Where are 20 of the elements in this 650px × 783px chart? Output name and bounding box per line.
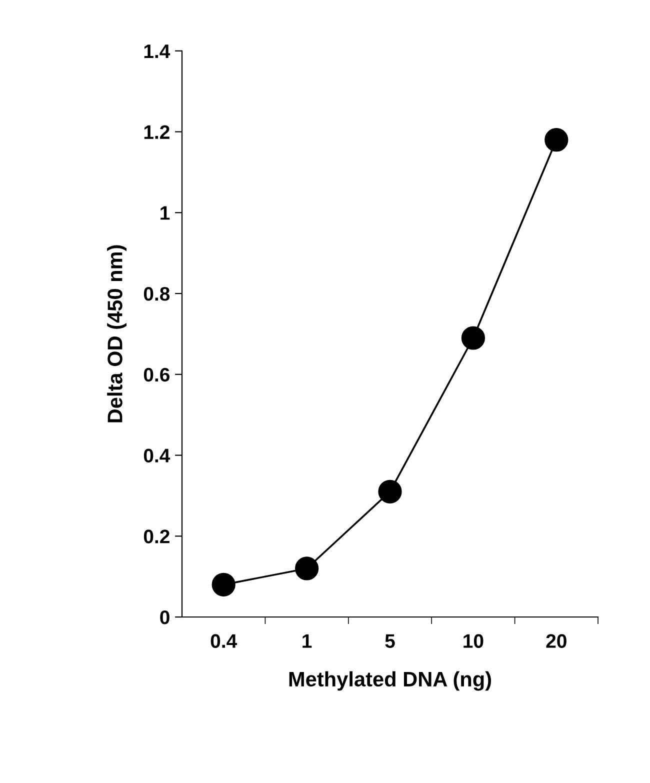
y-tick-label: 0.4 xyxy=(144,448,170,462)
x-tick-label: 10 xyxy=(464,634,484,648)
x-tick-label: 5 xyxy=(385,634,395,648)
x-tick-label: 1 xyxy=(302,634,312,648)
y-tick-label: 1.2 xyxy=(144,125,170,139)
y-tick-label: 0 xyxy=(160,610,170,624)
point xyxy=(294,556,319,580)
x-axis-title: Methylated DNA (ng) xyxy=(289,671,492,691)
y-axis-title: Delta OD (450 nm) xyxy=(107,245,126,422)
point xyxy=(461,326,486,350)
y-tick-label: 1.4 xyxy=(144,44,170,58)
y-tick-label: 1 xyxy=(160,206,170,220)
x-tick-label: 20 xyxy=(546,634,566,648)
x-tick-label: 0.4 xyxy=(210,634,238,648)
y-tick-label: 0.6 xyxy=(144,368,170,382)
point xyxy=(544,128,568,152)
point xyxy=(378,480,402,504)
y-tick-label: 0.2 xyxy=(144,530,170,544)
y-tick-label: 0.8 xyxy=(144,286,170,301)
point xyxy=(212,572,236,596)
